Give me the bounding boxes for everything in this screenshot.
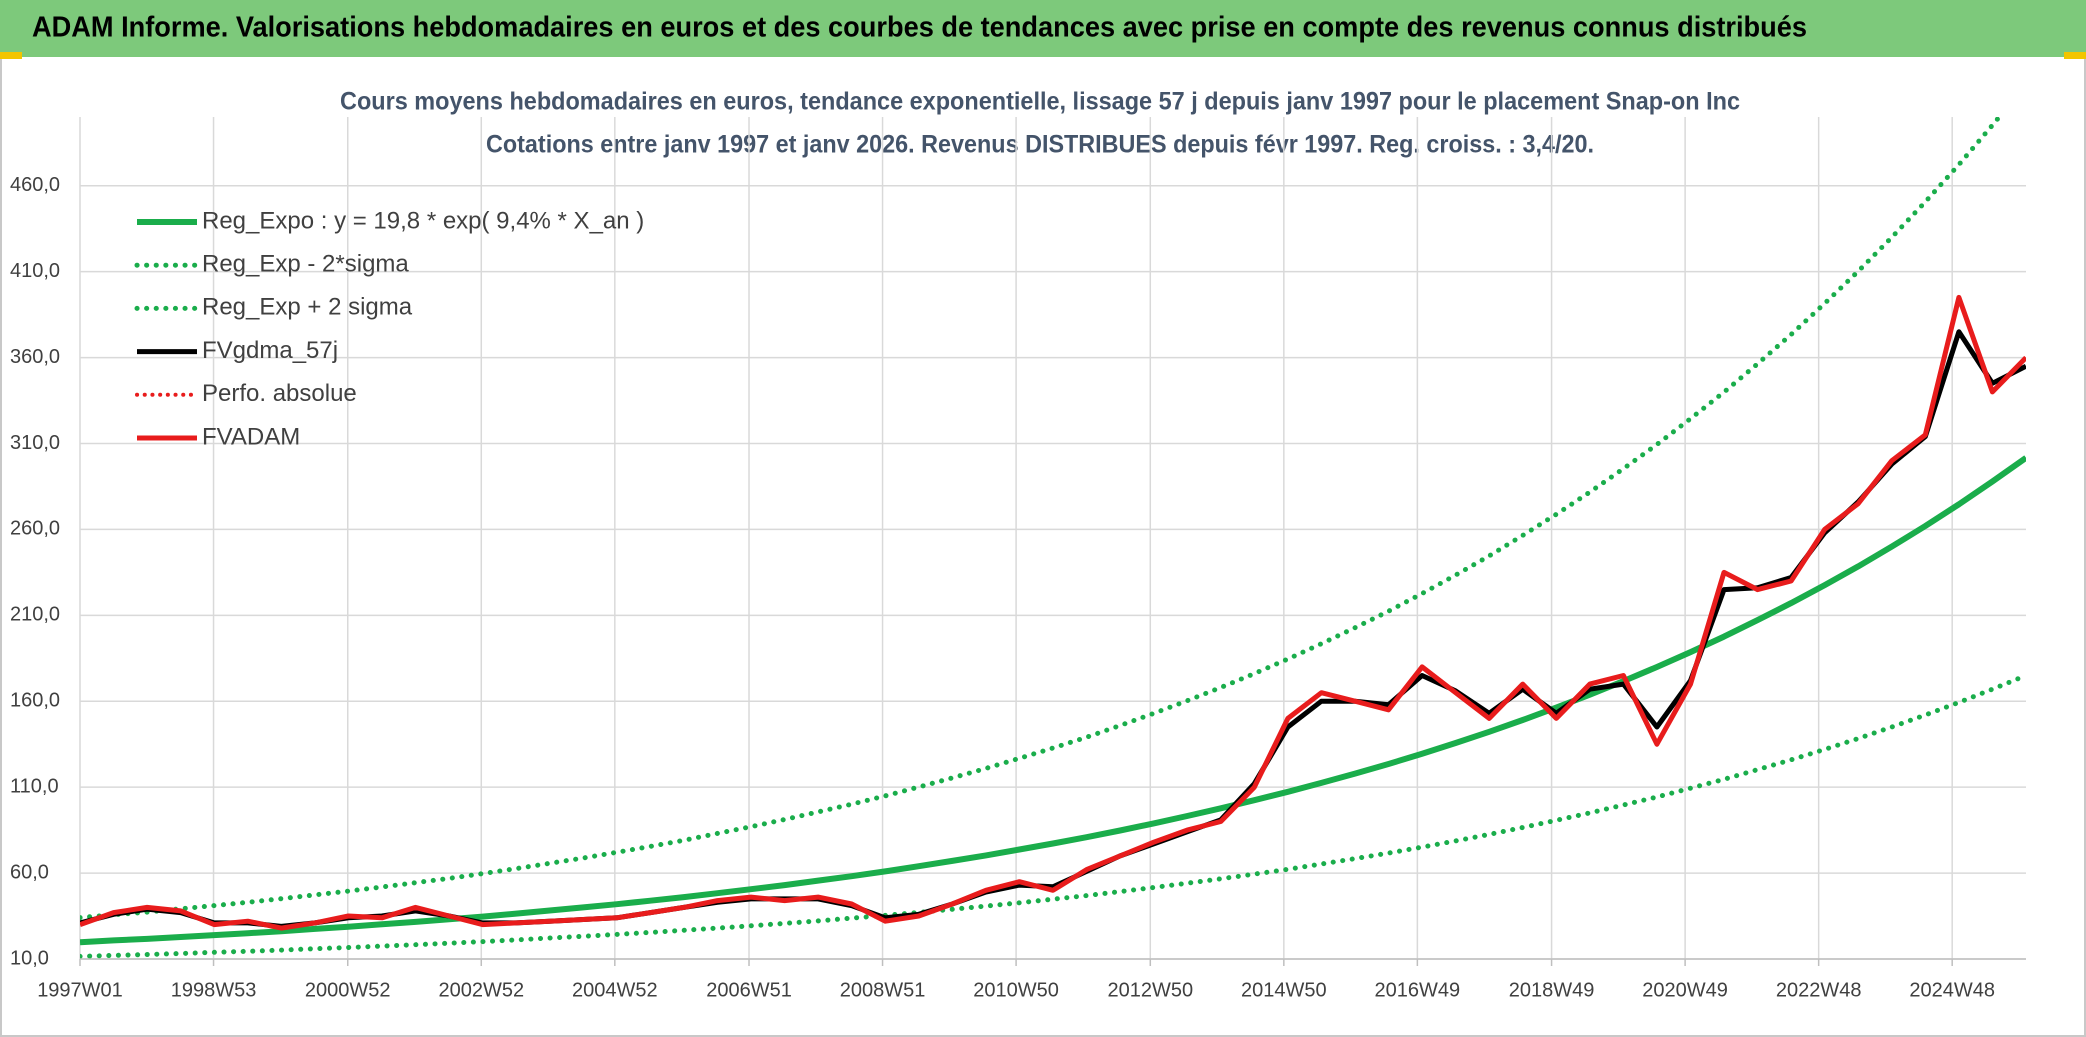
x-tick-label: 2018W49 bbox=[1509, 979, 1595, 1001]
x-tick-label: 2002W52 bbox=[438, 979, 524, 1001]
y-tick-label: 360,0 bbox=[10, 346, 60, 368]
x-tick-label: 2004W52 bbox=[572, 979, 658, 1001]
series-line bbox=[80, 117, 2003, 921]
legend: Reg_Expo : y = 19,8 * exp( 9,4% * X_an )… bbox=[134, 207, 644, 450]
series-line bbox=[80, 294, 2026, 931]
corner-mark bbox=[0, 52, 22, 59]
x-tick-label: 2024W48 bbox=[1909, 979, 1995, 1001]
plot-area bbox=[80, 117, 2026, 959]
y-tick-label: 160,0 bbox=[10, 690, 60, 712]
y-tick-label: 210,0 bbox=[10, 604, 60, 626]
x-tick-label: 2010W50 bbox=[973, 979, 1059, 1001]
x-tick-label: 2020W49 bbox=[1642, 979, 1728, 1001]
legend-label: FVgdma_57j bbox=[202, 337, 338, 364]
x-tick-label: 2012W50 bbox=[1107, 979, 1193, 1001]
legend-label: Reg_Expo : y = 19,8 * exp( 9,4% * X_an ) bbox=[202, 207, 644, 234]
x-tick-label: 1997W01 bbox=[37, 979, 123, 1001]
chart-subtitle: Cotations entre janv 1997 et janv 2026. … bbox=[486, 131, 1594, 159]
x-tick-label: 2014W50 bbox=[1241, 979, 1327, 1001]
x-tick-label: 1998W53 bbox=[171, 979, 257, 1001]
x-tick-label: 2000W52 bbox=[305, 979, 391, 1001]
y-tick-label: 110,0 bbox=[10, 775, 59, 797]
y-tick-label: 310,0 bbox=[10, 432, 60, 454]
axes: 10,0 60,0 110,0 160,0 210,0 260,0 310,0 360,0 41… bbox=[10, 174, 2026, 1001]
x-tick-label: 2008W51 bbox=[840, 979, 926, 1001]
header-bar bbox=[0, 0, 2086, 57]
series-line bbox=[80, 673, 2026, 959]
legend-label: Perfo. absolue bbox=[202, 380, 357, 407]
y-tick-label: 460,0 bbox=[10, 174, 60, 196]
header-title: ADAM Informe. Valorisations hebdomadaire… bbox=[32, 12, 1807, 44]
x-tick-label: 2006W51 bbox=[706, 979, 792, 1001]
chart-title: Cours moyens hebdomadaires en euros, ten… bbox=[340, 88, 1740, 116]
x-tick-label: 2022W48 bbox=[1776, 979, 1862, 1001]
y-tick-label: 60,0 bbox=[10, 861, 49, 883]
y-tick-label: 10,0 bbox=[10, 947, 49, 969]
x-tick-label: 2016W49 bbox=[1375, 979, 1461, 1001]
y-tick-label: 260,0 bbox=[10, 518, 60, 540]
corner-mark bbox=[2064, 52, 2086, 59]
legend-label: Reg_Exp - 2*sigma bbox=[202, 251, 409, 278]
legend-label: FVADAM bbox=[202, 423, 300, 450]
legend-label: Reg_Exp + 2 sigma bbox=[202, 294, 413, 321]
y-tick-label: 410,0 bbox=[10, 260, 60, 282]
